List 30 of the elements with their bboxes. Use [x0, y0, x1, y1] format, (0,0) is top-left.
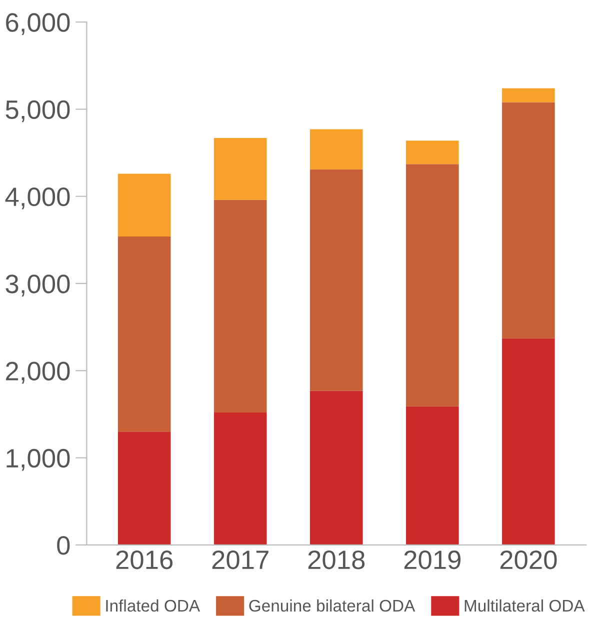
x-tick-label: 2016 [116, 550, 173, 570]
y-tick-label: 6,000 [6, 13, 70, 35]
x-tick-label: 2020 [500, 550, 557, 570]
bar [502, 338, 555, 545]
bar [118, 236, 171, 432]
y-tick-label: 1,000 [6, 448, 70, 471]
bar [406, 406, 459, 545]
bar [502, 102, 555, 338]
y-tick-label: 3,000 [6, 274, 70, 296]
x-tick-label: 2019 [404, 550, 461, 570]
x-tick-label: 2018 [308, 550, 365, 570]
y-tick-label: 4,000 [5, 187, 70, 210]
bar [310, 129, 363, 170]
bar [310, 390, 363, 545]
legend-label: Multilateral ODA [464, 599, 585, 612]
bar [118, 174, 171, 236]
bar [118, 432, 171, 545]
bar [214, 412, 267, 545]
bar [214, 200, 267, 412]
x-tick-label: 2017 [212, 550, 268, 570]
bar [502, 88, 555, 102]
bar [214, 138, 267, 200]
legend-label: Inflated ODA [106, 599, 200, 612]
y-tick-label: 2,000 [6, 362, 70, 384]
legend-label: Genuine bilateral ODA [249, 599, 416, 612]
y-tick-label: 5,000 [6, 100, 70, 122]
bar [406, 164, 459, 406]
bar [310, 169, 363, 391]
bar [406, 140, 459, 164]
y-tick-label: 0 [57, 536, 70, 555]
